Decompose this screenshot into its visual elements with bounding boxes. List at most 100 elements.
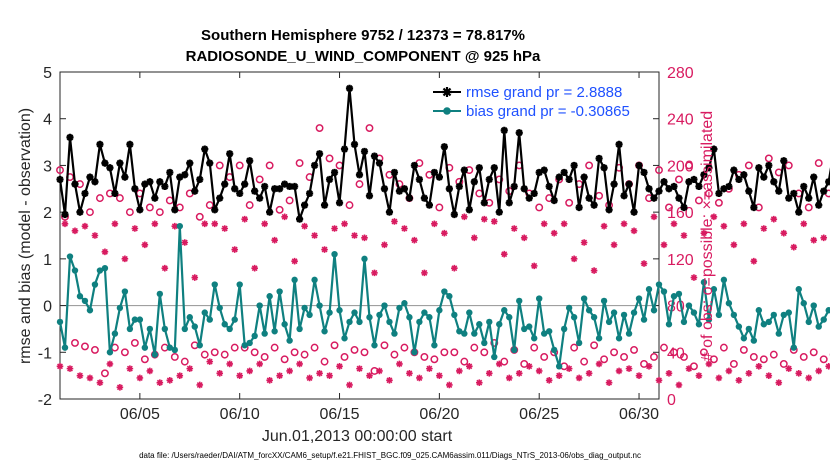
obs-assimilated-marker [111,220,119,228]
obs-assimilated-marker [191,274,199,281]
rmse-point [710,145,718,153]
rmse-point [251,187,259,195]
bias-point [665,321,673,328]
rmse-point [320,201,329,209]
rmse-point [236,189,244,198]
obs-assimilated-marker [381,241,388,249]
obs-assimilated-marker [765,372,773,379]
obs-possible-marker [310,343,319,352]
y-axis-label-right: # of obs: o=possible; ×=assimilated [699,111,716,361]
rmse-point [820,187,828,195]
bias-point [570,314,578,321]
obs-possible-marker [699,348,708,357]
obs-assimilated-marker [201,220,209,228]
rmse-point [760,173,768,181]
bias-point [825,307,830,314]
bias-point [700,279,708,286]
rmse-point [770,178,778,186]
rmse-point [555,173,563,181]
obs-possible-marker [400,343,409,352]
bias-point [501,307,508,314]
bias-point [755,307,763,314]
obs-assimilated-marker [71,227,79,235]
bias-point [790,344,797,351]
bias-point [141,344,149,351]
obs-possible-marker [300,350,309,359]
rmse-point [186,159,194,167]
bias-point [296,325,303,333]
obs-possible-marker [535,203,544,212]
bias-point [800,300,807,307]
obs-assimilated-marker [545,377,553,384]
obs-assimilated-marker [810,236,818,244]
rmse-point [595,154,603,163]
rmse-point [296,215,304,223]
rmse-point [495,208,503,216]
bias-point [166,344,174,351]
rmse-point [585,194,593,202]
obs-assimilated-marker [635,372,643,379]
rmse-point [221,180,229,188]
obs-possible-marker [115,194,124,203]
obs-possible-marker [729,360,738,368]
obs-assimilated-marker [655,377,663,384]
rmse-point [126,140,134,149]
obs-assimilated-marker [276,372,283,379]
obs-possible-marker [620,353,629,361]
rmse-point [171,206,179,214]
bias-point [221,321,228,328]
obs-assimilated-marker [326,372,333,379]
bias-point [575,339,583,347]
obs-possible-marker [650,353,658,361]
obs-assimilated-marker [416,374,423,382]
bias-point [386,318,393,326]
bias-point [346,318,353,326]
rmse-point [655,187,663,195]
bias-point [496,321,503,328]
x-tick-label: 06/20 [419,406,459,423]
y-tick-label-left: 1 [43,252,52,269]
obs-assimilated-marker [286,367,293,375]
rmse-point [765,161,773,170]
obs-assimilated-marker [670,220,678,228]
obs-assimilated-marker [346,381,353,389]
rmse-point [305,189,314,198]
obs-assimilated-marker [471,234,478,242]
obs-possible-marker [470,343,479,352]
obs-assimilated-marker [421,269,428,277]
plot-area [59,71,660,400]
bias-point [171,346,179,354]
rmse-point [226,150,234,158]
obs-possible-marker [325,154,334,163]
bias-point [705,316,713,323]
obs-assimilated-marker [700,229,708,237]
bias-point [106,349,114,356]
bias-point [466,309,473,316]
rmse-point [330,168,339,177]
obs-possible-marker [255,175,264,184]
rmse-point [735,175,743,184]
y-tick-label-right: 240 [667,112,694,129]
obs-assimilated-marker [91,232,99,239]
obs-assimilated-marker [291,257,298,265]
obs-assimilated-marker [560,220,568,228]
obs-possible-marker [86,208,94,217]
rmse-point [720,185,728,193]
rmse-point [810,173,818,181]
obs-assimilated-marker [530,262,538,270]
obs-assimilated-marker [146,367,154,375]
rmse-point [480,199,488,207]
obs-possible-marker [570,343,579,352]
obs-assimilated-marker [535,367,543,375]
bias-point [491,353,498,361]
obs-assimilated-marker [451,264,458,272]
bias-point [86,307,94,314]
rmse-point [715,189,723,198]
obs-possible-marker [380,341,389,350]
obs-assimilated-marker [106,360,114,368]
rmse-point [515,129,523,137]
bias-point [331,250,338,258]
bias-point [161,325,169,333]
bias-point [131,316,139,323]
obs-possible-marker [81,342,89,351]
